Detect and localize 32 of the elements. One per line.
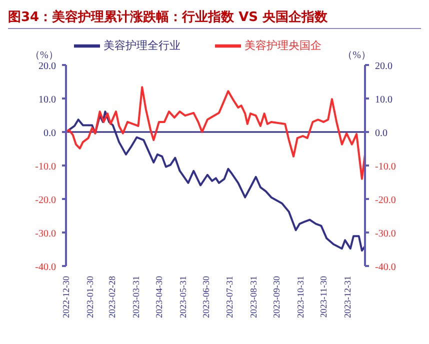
legend-label: 美容护理全行业: [104, 40, 180, 52]
y-tick-label: -20.0: [35, 195, 56, 206]
x-tick-label: 2023-07-31: [224, 276, 235, 318]
x-tick-label: 2023-10-31: [295, 276, 306, 318]
y2-tick-label: 20.0: [375, 61, 392, 72]
y-axis-title: （%）: [30, 49, 58, 62]
legend-label: 美容护理央国企: [244, 40, 322, 52]
y2-tick-label: -20.0: [375, 195, 396, 206]
y-tick-label: 0.0: [44, 128, 56, 139]
y2-tick-label: -10.0: [375, 162, 396, 172]
x-tick-label: 2023-02-28: [107, 276, 118, 318]
x-tick-label: 2023-08-31: [248, 276, 259, 318]
y2-tick-label: -40.0: [375, 262, 396, 273]
x-tick-label: 2023-01-30: [84, 276, 95, 318]
x-tick-label: 2023-09-30: [272, 276, 282, 318]
x-tick-label: 2023-03-31: [130, 276, 141, 318]
y2-tick-label: -30.0: [375, 228, 396, 240]
y-tick-label: 20.0: [38, 61, 56, 72]
y-tick-label: -40.0: [35, 262, 56, 273]
x-tick-label: 2023-05-31: [178, 276, 188, 318]
chart-title: 图34：美容护理累计涨跌幅：行业指数 VS 央国企指数: [8, 8, 421, 29]
x-tick-label: 2023-11-30: [318, 276, 328, 318]
x-tick-label: 2023-06-30: [200, 276, 211, 318]
y-tick-label: -10.0: [35, 162, 56, 172]
y-tick-label: -30.0: [35, 228, 56, 240]
x-tick-label: 2023-12-31: [342, 276, 352, 318]
y-tick-label: 10.0: [38, 94, 56, 106]
y2-tick-label: 0.0: [375, 128, 388, 139]
y2-axis-title: （%）: [342, 49, 371, 62]
y2-tick-label: 10.0: [375, 94, 392, 106]
x-tick-label: 2023-04-30: [154, 276, 164, 318]
x-tick-label: 2022-12-30: [61, 276, 71, 318]
